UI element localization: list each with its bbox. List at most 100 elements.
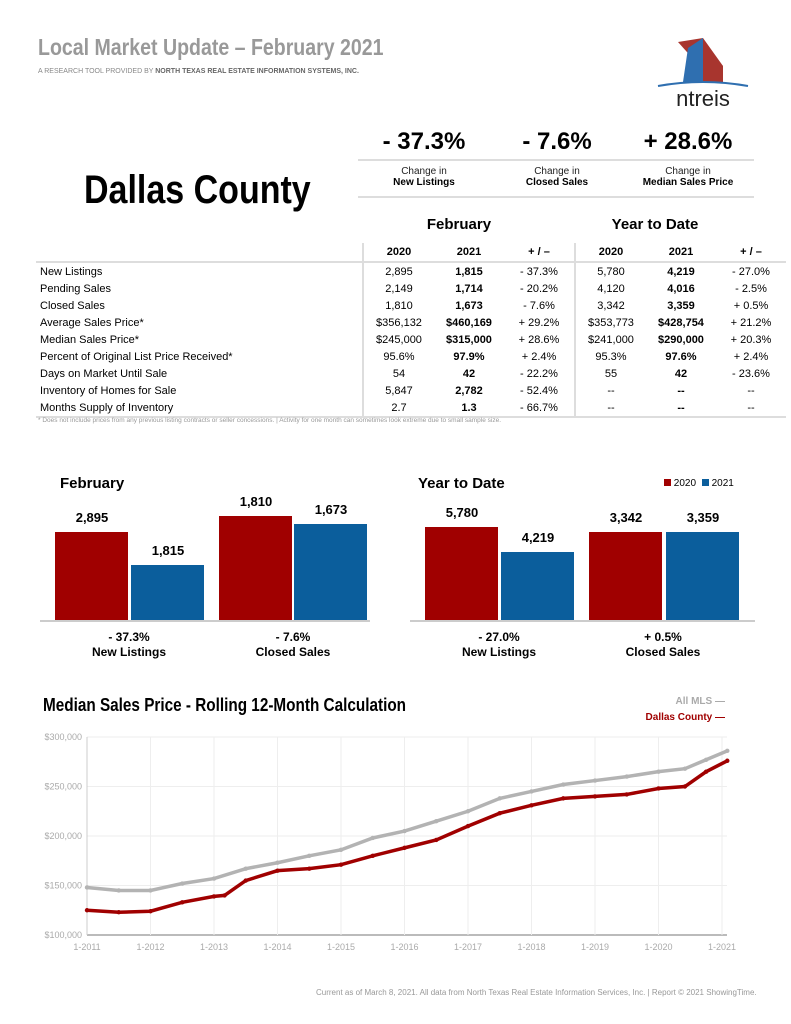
cell: $241,000 xyxy=(574,331,646,348)
row-label: Pending Sales xyxy=(40,282,111,295)
bar-axis xyxy=(410,620,755,622)
cell: $245,000 xyxy=(362,331,434,348)
bar-closed-sales-2020 xyxy=(219,516,292,620)
data-point xyxy=(180,900,185,905)
x-tick-label: 1-2019 xyxy=(581,942,609,952)
bar-closed-sales-2020 xyxy=(589,532,662,620)
cell: $356,132 xyxy=(362,314,434,331)
cell: -- xyxy=(716,399,786,418)
x-tick-label: 1-2015 xyxy=(327,942,355,952)
kpi-closed-sales: - 7.6% Change in Closed Sales xyxy=(492,128,622,188)
table-row: Average Sales Price* $356,132 $460,169 + 29… xyxy=(36,314,786,331)
building-logo-icon: ntreis xyxy=(657,38,749,111)
cell: + 20.3% xyxy=(730,333,772,346)
data-point xyxy=(211,876,217,881)
cell: -- xyxy=(574,382,646,399)
cell: 97.9% xyxy=(453,350,485,363)
cell: 1.3 xyxy=(434,399,504,418)
table-row: Months Supply of Inventory 2.7 1.3- 66.7% -… xyxy=(36,399,786,418)
cell: + 2.4% xyxy=(733,350,769,363)
bar-group-label: New Listings xyxy=(461,645,536,659)
cell: - 52.4% xyxy=(520,384,558,397)
data-point xyxy=(243,866,248,871)
cell: 3,342 xyxy=(574,297,646,314)
bar-value-label: 5,780 xyxy=(445,505,479,520)
cell: 3,359 xyxy=(667,299,695,312)
cell: 1,810 xyxy=(362,297,434,314)
cell: 42 xyxy=(674,367,688,380)
data-point xyxy=(275,868,280,873)
cell: 95.3% xyxy=(574,348,646,365)
cell: $353,773 xyxy=(574,314,646,331)
column-header: + / – xyxy=(504,243,575,263)
bar-group-change: + 0.5% xyxy=(644,630,682,644)
ntreis-logo: ntreis xyxy=(648,38,758,111)
data-point xyxy=(434,818,439,824)
cell: + 0.5% xyxy=(733,299,769,312)
cell: 95.6% xyxy=(362,348,434,365)
bar-value-label: 3,359 xyxy=(686,510,720,525)
legend-swatch-2021 xyxy=(701,479,709,486)
table-row: Inventory of Homes for Sale 5,847 2,782 - 5… xyxy=(36,382,786,399)
cell: - 22.2% xyxy=(520,367,558,380)
subtitle-org: NORTH TEXAS REAL ESTATE INFORMATION SYST… xyxy=(155,68,359,75)
bar-group-label: Closed Sales xyxy=(625,645,701,659)
x-tick-label: 1-2014 xyxy=(263,942,291,952)
data-point xyxy=(497,811,502,816)
data-point xyxy=(624,792,629,797)
bar-legend: 2020 2021 xyxy=(664,478,734,489)
cell: 4,016 xyxy=(667,282,695,295)
data-point xyxy=(434,837,439,843)
report-subtitle: A RESEARCH TOOL PROVIDED BY NORTH TEXAS … xyxy=(38,68,359,75)
data-point xyxy=(529,803,534,808)
cell: 4,120 xyxy=(574,280,646,297)
bar-value-label: 2,895 xyxy=(75,510,109,525)
column-header: 2020 xyxy=(574,243,646,263)
y-tick-label: $150,000 xyxy=(44,881,82,891)
table-row: Percent of Original List Price Received*… xyxy=(36,348,786,365)
legend-swatch-2020 xyxy=(664,479,671,486)
data-point xyxy=(148,888,153,893)
data-point xyxy=(725,758,730,763)
data-point xyxy=(592,794,598,799)
table-row: New Listings 2,895 1,815 - 37.3% 5,780 4,219 -… xyxy=(36,262,786,280)
x-tick-label: 1-2021 xyxy=(708,942,736,952)
legend-2020: 2020 xyxy=(673,478,697,489)
cell: - 7.6% xyxy=(523,299,555,312)
cell: $460,169 xyxy=(446,316,492,329)
cell: 2,782 xyxy=(455,384,483,397)
kpi-value: - 37.3% xyxy=(382,128,466,155)
table-row: Closed Sales 1,810 1,673 - 7.6% 3,342 3,359 + … xyxy=(36,297,786,314)
bar-group-label: New Listings xyxy=(91,645,166,659)
bar-value-label: 3,342 xyxy=(609,510,643,526)
data-point xyxy=(561,782,566,787)
table-row: Median Sales Price* $245,000 $315,000 + 28.… xyxy=(36,331,786,348)
row-label: Percent of Original List Price Received* xyxy=(40,350,233,363)
data-point xyxy=(465,823,471,829)
bar-value-label: 1,673 xyxy=(314,501,348,517)
x-tick-label: 1-2012 xyxy=(136,942,164,952)
data-point xyxy=(529,789,534,794)
data-point xyxy=(682,784,688,789)
row-label: Average Sales Price* xyxy=(40,316,144,329)
cell: 2,895 xyxy=(362,262,434,280)
table-row: Pending Sales 2,149 1,714 - 20.2% 4,120 4,016… xyxy=(36,280,786,297)
row-label: Days on Market Until Sale xyxy=(40,367,168,380)
cell: 97.6% xyxy=(665,350,697,363)
cell: + 2.4% xyxy=(521,350,557,363)
cell: 55 xyxy=(574,365,646,382)
data-point xyxy=(402,845,407,851)
table-footnote: * Does not include prices from any previ… xyxy=(38,417,502,424)
cell: - 23.6% xyxy=(732,367,770,380)
x-tick-label: 1-2018 xyxy=(517,942,545,952)
cell: -- xyxy=(677,384,685,397)
legend-label: All MLS xyxy=(675,696,713,707)
y-tick-label: $100,000 xyxy=(44,930,82,940)
data-point xyxy=(307,853,312,858)
cell: 1,714 xyxy=(455,282,483,295)
cell: - 20.2% xyxy=(520,282,558,295)
area-name: Dallas County xyxy=(84,168,311,212)
table-row: Days on Market Until Sale 54 42 - 22.2% 55 42… xyxy=(36,365,786,382)
x-tick-label: 1-2011 xyxy=(73,942,100,952)
bar-new-listings-2021 xyxy=(501,552,574,620)
